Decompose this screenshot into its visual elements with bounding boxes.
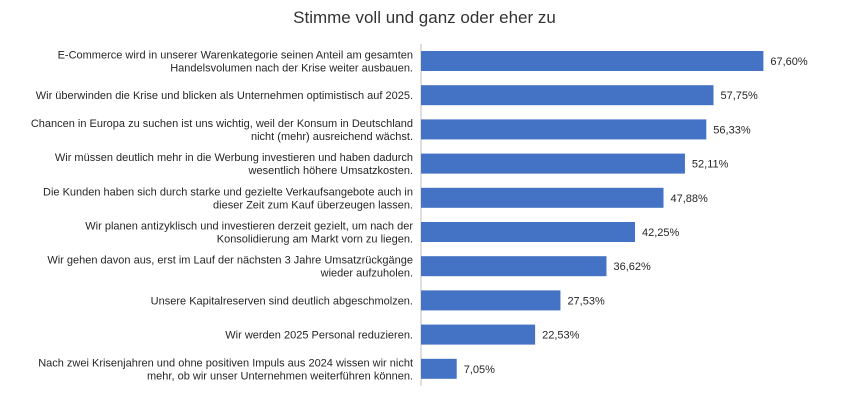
bar bbox=[421, 85, 714, 106]
bar-value-label: 57,75% bbox=[721, 90, 759, 102]
bar-value-label: 47,88% bbox=[671, 193, 709, 205]
bar bbox=[421, 51, 764, 71]
bar bbox=[421, 153, 685, 174]
chart-title: Stimme voll und ganz oder eher zu bbox=[293, 8, 556, 27]
category-label: Wir werden 2025 Personal reduzieren. bbox=[225, 330, 413, 342]
bar bbox=[421, 256, 607, 277]
category-label: Wir müssen deutlich mehr in die Werbung … bbox=[55, 152, 413, 164]
bar bbox=[421, 358, 457, 379]
category-label: nicht (mehr) ausreichend wächst. bbox=[251, 131, 413, 143]
bar-value-label: 67,60% bbox=[770, 56, 808, 68]
bar bbox=[421, 324, 536, 345]
bar bbox=[421, 290, 561, 311]
category-label: Die Kunden haben sich durch starke und g… bbox=[43, 186, 413, 198]
category-label: Chancen in Europa zu suchen ist uns wich… bbox=[31, 118, 413, 130]
category-label: dieser Zeit zum Kauf überzeugen lassen. bbox=[213, 199, 413, 211]
category-label: Handelsvolumen nach der Krise weiter aus… bbox=[170, 63, 413, 75]
category-label: Wir überwinden die Krise und blicken als… bbox=[36, 90, 413, 102]
category-label: Wir planen antizyklisch und investieren … bbox=[85, 221, 413, 233]
category-label: mehr, ob wir unser Unternehmen weiterfüh… bbox=[147, 370, 413, 382]
category-label: Unsere Kapitalreserven sind deutlich abg… bbox=[151, 295, 413, 307]
bar-value-label: 36,62% bbox=[613, 261, 651, 273]
bar-value-label: 42,25% bbox=[642, 227, 680, 239]
category-label: wieder aufzuholen. bbox=[320, 268, 413, 280]
bar bbox=[421, 119, 707, 140]
category-label: E-Commerce wird in unserer Warenkategori… bbox=[58, 50, 413, 62]
category-label: Nach zwei Krisenjahren und ohne positive… bbox=[38, 357, 413, 369]
bar bbox=[421, 187, 664, 208]
bar-value-label: 56,33% bbox=[713, 124, 751, 136]
category-label: Wir gehen davon aus, erst im Lauf der nä… bbox=[47, 255, 413, 267]
bar-value-label: 7,05% bbox=[464, 364, 495, 376]
bar-value-label: 22,53% bbox=[542, 330, 580, 342]
bar-value-label: 52,11% bbox=[692, 159, 729, 171]
bar-value-label: 27,53% bbox=[567, 295, 605, 307]
category-label: Konsolidierung am Markt vorn zu liegen. bbox=[217, 234, 413, 246]
category-label: wesentlich höhere Umsatzkosten. bbox=[248, 165, 413, 177]
bar bbox=[421, 222, 635, 242]
